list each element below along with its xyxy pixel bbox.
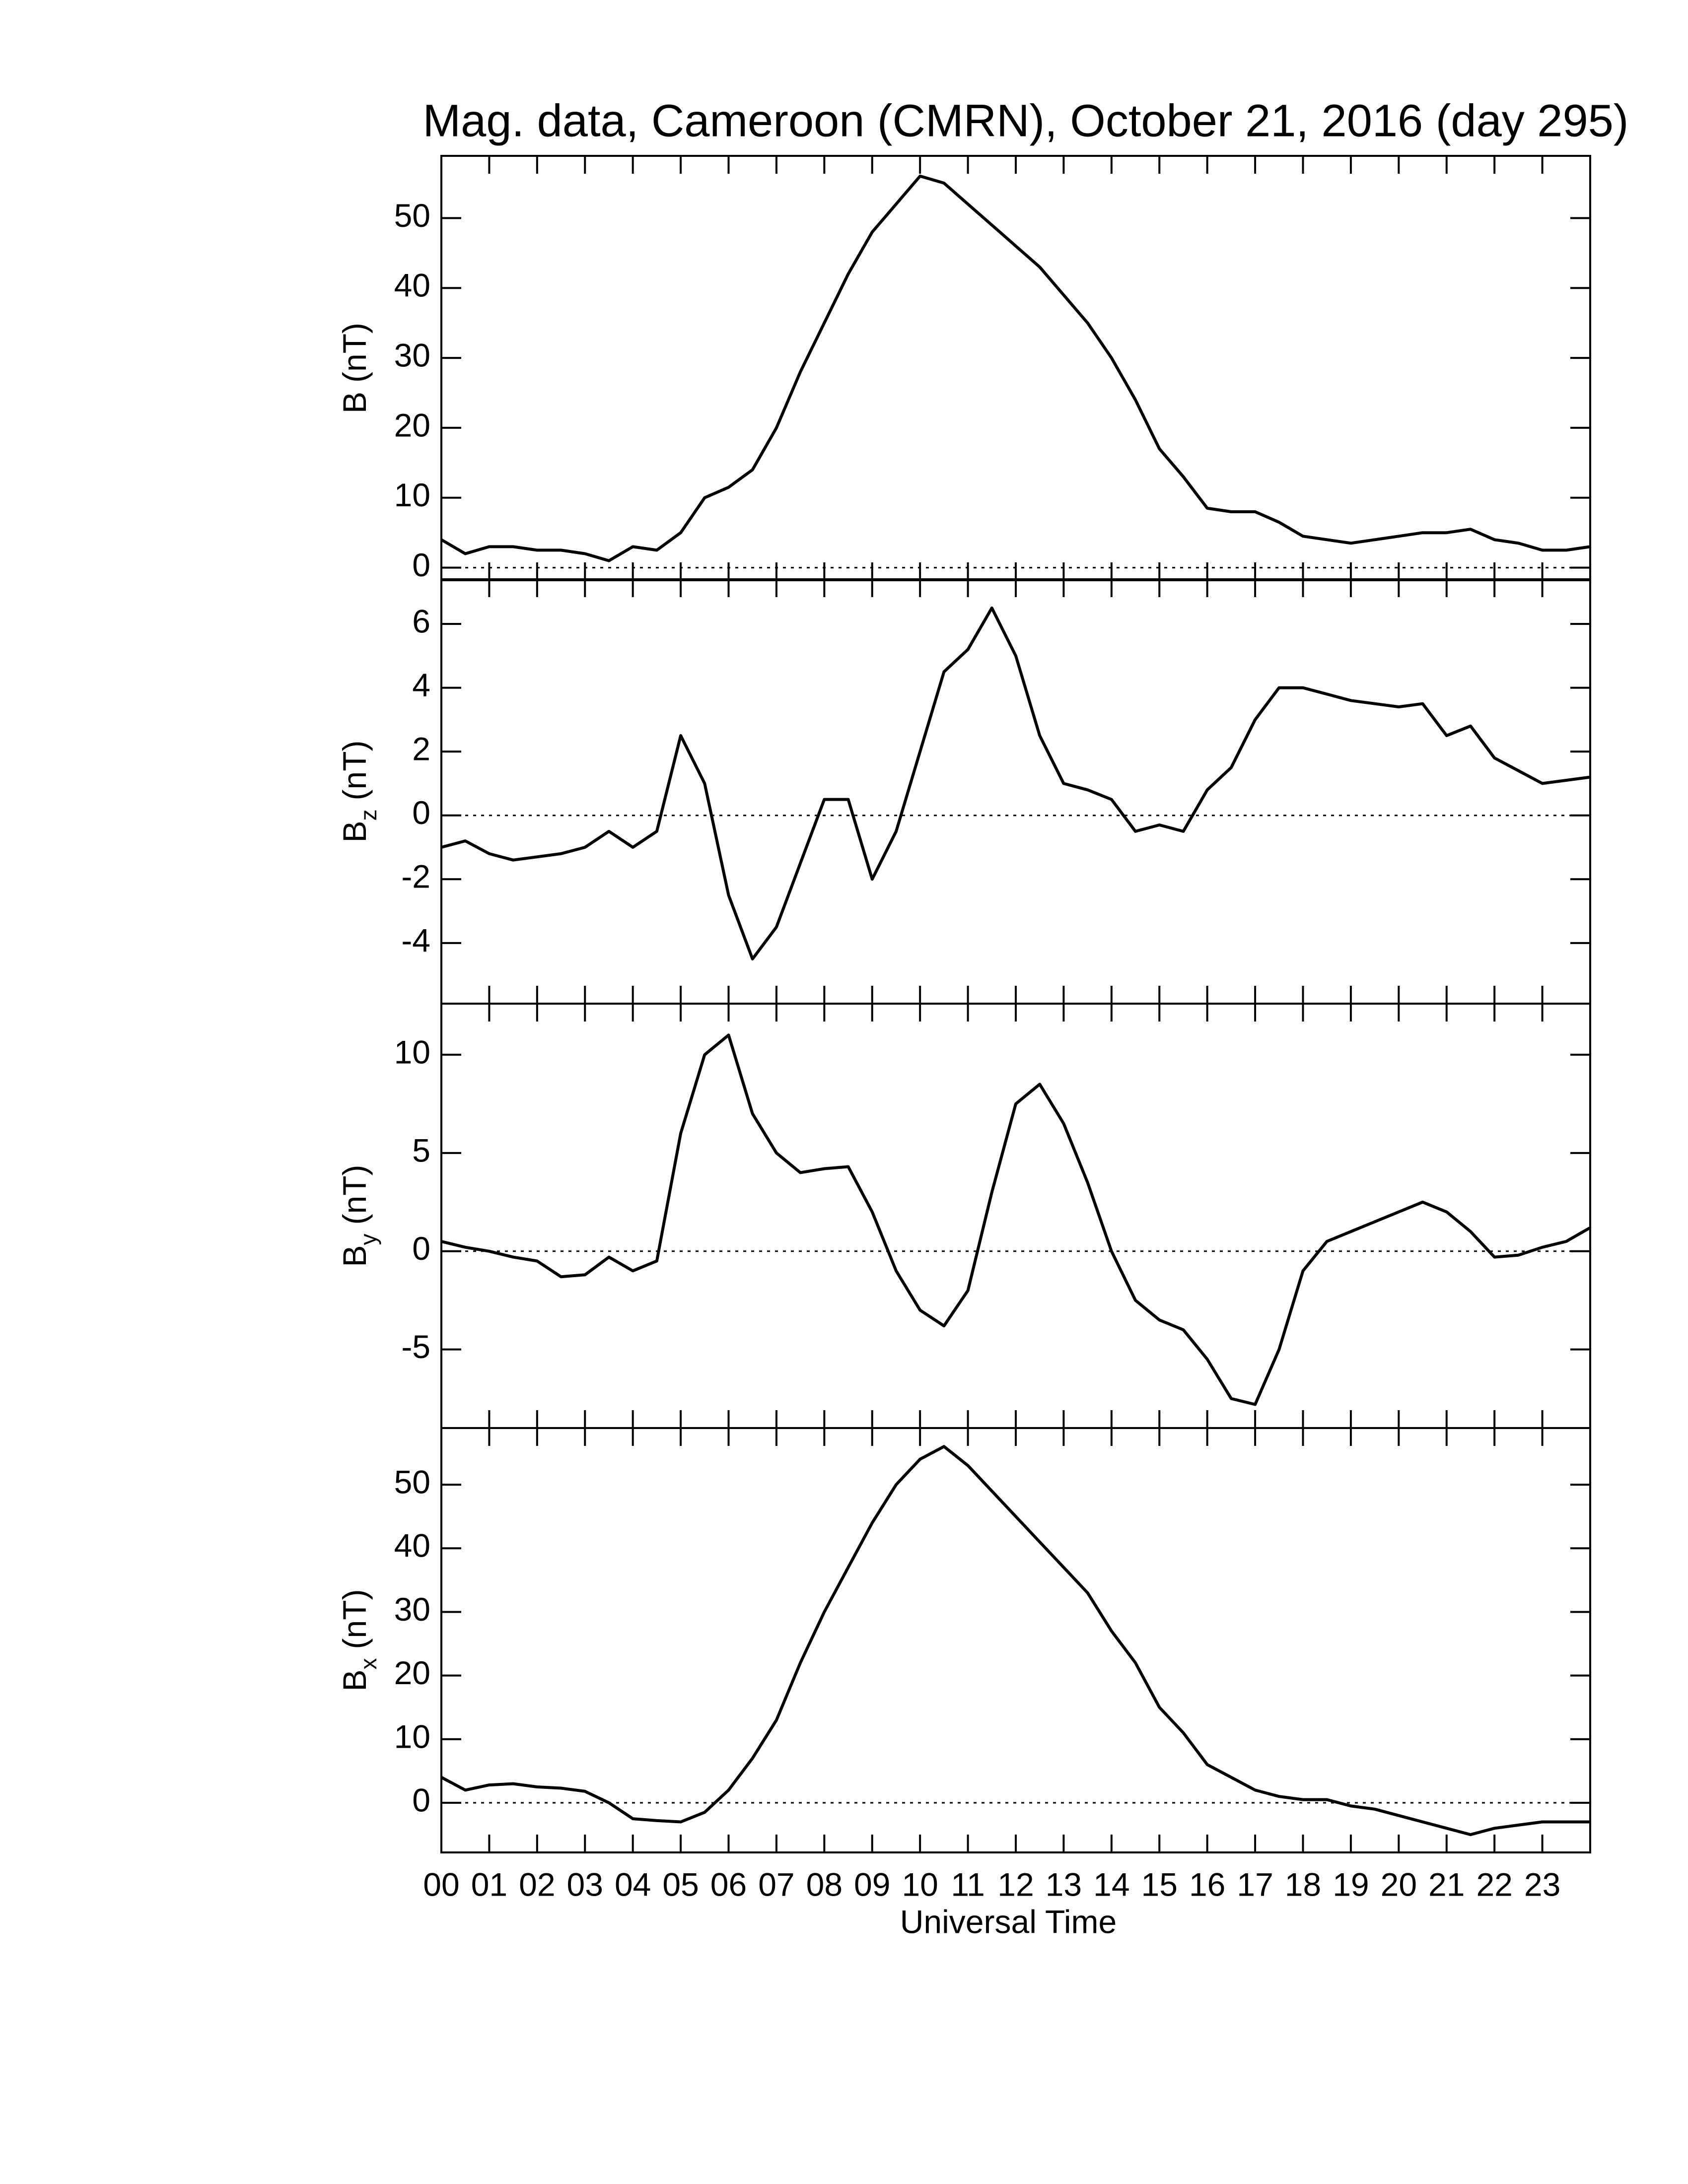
x-tick-label: 04 bbox=[615, 1866, 651, 1903]
data-line bbox=[441, 1033, 1591, 1406]
y-tick-label: 6 bbox=[412, 603, 430, 639]
y-tick-label: 30 bbox=[394, 337, 430, 374]
x-tick-label: 18 bbox=[1285, 1866, 1321, 1903]
x-tick-label: 06 bbox=[710, 1866, 747, 1903]
x-tick-label: 00 bbox=[423, 1866, 459, 1903]
y-tick-label: -2 bbox=[401, 858, 430, 895]
y-axis-label: Bx (nT) bbox=[336, 1589, 381, 1691]
x-tick-label: 16 bbox=[1189, 1866, 1225, 1903]
y-tick-label: 50 bbox=[394, 1464, 430, 1501]
x-tick-label: 13 bbox=[1046, 1866, 1082, 1903]
y-tick-label: 0 bbox=[412, 1781, 430, 1818]
x-tick-label: 07 bbox=[758, 1866, 794, 1903]
y-tick-label: 5 bbox=[412, 1132, 430, 1168]
y-label-subscript: y bbox=[355, 1233, 381, 1245]
y-tick-label: 40 bbox=[394, 267, 430, 304]
x-tick-label: 12 bbox=[997, 1866, 1034, 1903]
x-tick-label: 17 bbox=[1237, 1866, 1273, 1903]
x-tick-label: 15 bbox=[1141, 1866, 1178, 1903]
y-axis-label: Bz (nT) bbox=[336, 740, 381, 842]
plot-frame bbox=[440, 1427, 1591, 1853]
y-tick-label: 10 bbox=[394, 477, 430, 513]
x-tick-label: 05 bbox=[662, 1866, 699, 1903]
x-tick-label: 20 bbox=[1381, 1866, 1417, 1903]
y-tick-label: 4 bbox=[412, 667, 430, 703]
y-label-subscript: z bbox=[355, 809, 381, 820]
plot-frame bbox=[440, 578, 1591, 1005]
y-tick-label: 30 bbox=[394, 1591, 430, 1628]
y-tick-label: -4 bbox=[401, 922, 430, 958]
x-tick-label: 23 bbox=[1524, 1866, 1560, 1903]
y-tick-label: -5 bbox=[401, 1328, 430, 1365]
x-tick-label: 08 bbox=[806, 1866, 843, 1903]
y-axis-label: By (nT) bbox=[336, 1164, 381, 1267]
y-tick-label: 0 bbox=[412, 794, 430, 831]
x-tick-label: 21 bbox=[1428, 1866, 1465, 1903]
chart-title: Mag. data, Cameroon (CMRN), October 21, … bbox=[423, 95, 1629, 146]
y-tick-label: 20 bbox=[394, 407, 430, 443]
y-tick-label: 10 bbox=[394, 1033, 430, 1070]
y-tick-label: 20 bbox=[394, 1654, 430, 1691]
y-label-unit: (nT) bbox=[336, 740, 373, 800]
y-tick-label: 2 bbox=[412, 731, 430, 767]
x-tick-label: 19 bbox=[1333, 1866, 1369, 1903]
x-tick-label: 22 bbox=[1476, 1866, 1512, 1903]
y-label-symbol: B bbox=[336, 820, 373, 842]
x-tick-label: 03 bbox=[567, 1866, 603, 1903]
x-tick-label: 01 bbox=[471, 1866, 507, 1903]
y-tick-label: 40 bbox=[394, 1527, 430, 1564]
data-line bbox=[441, 606, 1591, 960]
y-label-unit: (nT) bbox=[336, 323, 373, 383]
data-line bbox=[440, 174, 1591, 562]
plot-frame bbox=[440, 155, 1591, 581]
y-label-symbol: B bbox=[336, 392, 373, 413]
x-axis-label: Universal Time bbox=[900, 1903, 1117, 1940]
x-tick-label: 09 bbox=[854, 1866, 890, 1903]
y-axis-label: B (nT) bbox=[336, 323, 373, 413]
y-tick-label: 10 bbox=[394, 1718, 430, 1755]
y-label-symbol: B bbox=[336, 1669, 373, 1691]
x-tick-label: 14 bbox=[1093, 1866, 1129, 1903]
y-tick-label: 50 bbox=[394, 197, 430, 234]
x-tick-label: 11 bbox=[951, 1866, 985, 1903]
x-tick-label: 02 bbox=[519, 1866, 555, 1903]
y-label-unit: (nT) bbox=[336, 1589, 373, 1649]
y-label-subscript: x bbox=[355, 1658, 381, 1669]
plot-frame bbox=[440, 1003, 1591, 1429]
y-label-unit: (nT) bbox=[336, 1164, 373, 1225]
y-label-symbol: B bbox=[336, 1245, 373, 1267]
y-tick-label: 0 bbox=[412, 546, 430, 583]
x-tick-label: 10 bbox=[902, 1866, 938, 1903]
y-tick-label: 0 bbox=[412, 1230, 430, 1267]
data-line bbox=[440, 1445, 1590, 1837]
